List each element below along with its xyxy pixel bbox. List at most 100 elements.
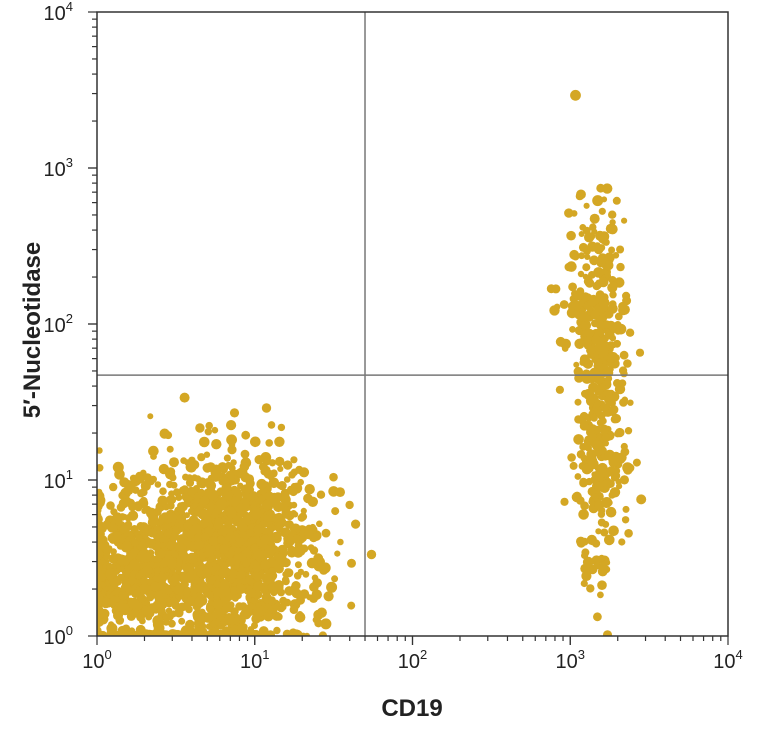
data-point — [580, 501, 589, 511]
data-point — [275, 553, 284, 563]
data-point — [583, 202, 590, 209]
data-point — [166, 480, 174, 489]
data-point — [157, 607, 166, 616]
data-point — [225, 470, 235, 480]
data-point — [249, 491, 258, 500]
data-point — [574, 398, 582, 406]
data-point — [113, 611, 123, 621]
data-point — [282, 577, 290, 586]
data-point — [577, 270, 585, 278]
data-point — [246, 529, 254, 537]
data-point — [265, 439, 274, 447]
data-point — [326, 581, 338, 593]
data-point — [584, 232, 595, 243]
data-point — [240, 577, 247, 585]
data-point — [120, 582, 132, 594]
data-point — [194, 540, 205, 551]
data-point — [175, 542, 185, 553]
data-point — [611, 453, 620, 462]
data-point — [263, 611, 273, 622]
data-point — [129, 559, 140, 570]
data-point — [221, 527, 229, 535]
data-point — [260, 534, 270, 543]
data-point — [323, 591, 334, 602]
data-point — [221, 483, 230, 493]
data-point — [241, 430, 251, 440]
data-point — [201, 568, 212, 579]
data-point — [587, 297, 597, 307]
data-point — [208, 605, 215, 612]
data-point — [190, 523, 202, 535]
data-point — [286, 521, 294, 528]
data-point — [299, 589, 310, 599]
data-point — [214, 518, 224, 528]
data-point — [105, 568, 117, 580]
data-point — [98, 573, 106, 582]
data-point — [97, 447, 103, 454]
data-point — [195, 423, 205, 433]
data-point — [138, 594, 146, 603]
data-point — [608, 404, 619, 415]
data-point — [235, 583, 246, 595]
data-point — [142, 565, 153, 576]
data-point — [578, 231, 585, 237]
data-point — [122, 479, 133, 490]
data-point — [224, 631, 233, 636]
data-point — [225, 557, 236, 567]
data-point — [578, 509, 589, 520]
data-point — [116, 573, 125, 582]
data-point — [118, 590, 128, 601]
data-point — [123, 487, 132, 496]
data-point — [268, 459, 277, 467]
data-point — [178, 617, 186, 625]
data-point — [619, 475, 630, 485]
data-point — [231, 594, 239, 602]
data-point — [219, 543, 230, 555]
data-point — [586, 584, 595, 593]
data-point — [213, 550, 220, 557]
data-point — [262, 499, 273, 510]
data-point — [128, 503, 137, 512]
data-point — [284, 586, 295, 596]
data-point — [172, 526, 179, 534]
data-point — [246, 577, 255, 586]
data-point — [211, 439, 222, 450]
data-point — [205, 421, 213, 430]
x-tick-label: 102 — [398, 647, 427, 673]
data-point — [591, 334, 602, 345]
data-point — [598, 297, 610, 309]
data-point — [194, 533, 203, 542]
data-point — [183, 586, 192, 595]
y-axis-tick-labels: 100 101 102 103 104 — [44, 0, 73, 649]
data-point — [240, 449, 250, 459]
data-point — [160, 601, 168, 609]
data-point — [297, 513, 306, 522]
data-point — [213, 580, 221, 588]
data-point — [207, 556, 214, 563]
data-point — [199, 518, 209, 528]
data-point — [146, 605, 155, 614]
data-point — [113, 596, 121, 603]
data-point — [304, 484, 315, 495]
data-point — [140, 480, 151, 491]
data-point — [275, 456, 285, 467]
data-point — [152, 615, 164, 627]
data-point — [602, 320, 611, 329]
data-point — [191, 557, 198, 564]
data-point — [139, 583, 150, 595]
data-point — [201, 585, 210, 594]
data-point — [157, 573, 168, 583]
data-point — [584, 444, 593, 452]
data-point — [580, 292, 591, 302]
data-point — [594, 481, 604, 492]
data-point — [366, 549, 377, 560]
data-point — [581, 570, 592, 582]
data-point — [209, 630, 221, 636]
data-point — [134, 504, 143, 512]
data-point — [624, 427, 633, 435]
data-point — [258, 462, 268, 472]
data-point — [169, 568, 176, 575]
data-point — [590, 414, 598, 422]
data-point — [170, 597, 178, 605]
data-point — [266, 527, 274, 535]
